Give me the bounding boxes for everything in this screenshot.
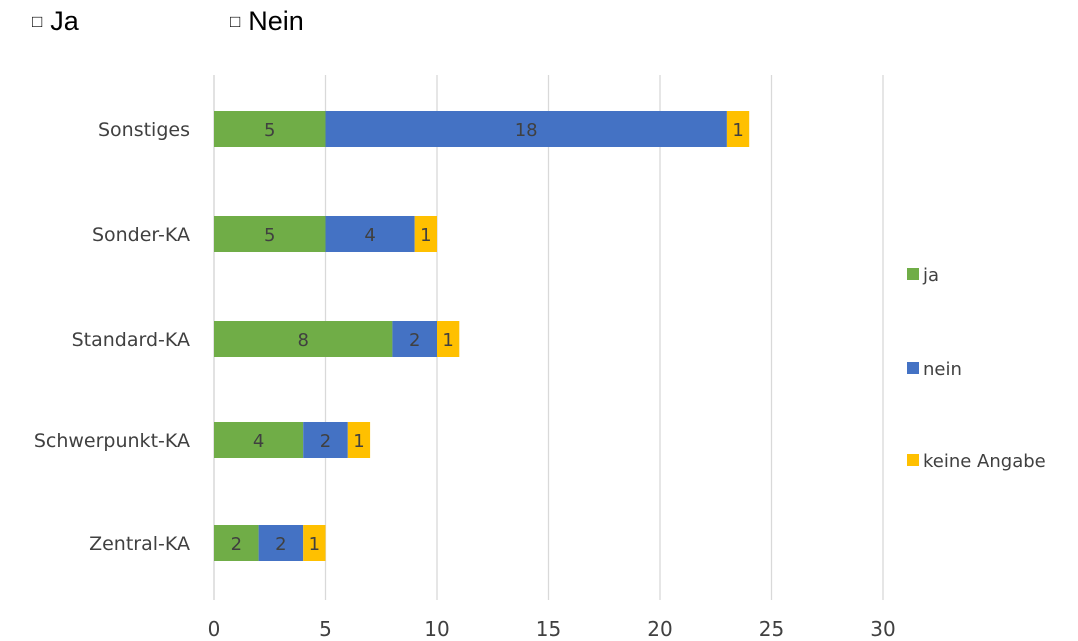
category-label: Sonstiges — [98, 119, 190, 141]
option-nein-label: Nein — [248, 6, 304, 36]
x-tick-label: 5 — [319, 617, 332, 641]
x-tick-label: 25 — [759, 617, 784, 641]
legend: ja nein keine Angabe — [907, 265, 1046, 472]
data-label: 8 — [297, 330, 308, 351]
legend-swatch — [907, 362, 919, 374]
data-label: 5 — [264, 120, 275, 141]
bar-nein-zentral-ka — [258, 525, 304, 561]
option-ja-label: Ja — [50, 6, 79, 36]
data-label: 1 — [442, 330, 453, 351]
category-label: Schwerpunkt-KA — [34, 430, 190, 452]
category-label: Zentral-KA — [89, 533, 190, 555]
legend-label: keine Angabe — [923, 451, 1046, 472]
checkbox-icon[interactable]: □ — [230, 12, 241, 31]
bar-nein-schwerpunkt-ka — [303, 422, 348, 458]
bar-keine-Angabe-standard-ka — [437, 321, 460, 357]
x-tick-label: 30 — [870, 617, 895, 641]
checkbox-icon[interactable]: □ — [32, 12, 43, 31]
bar-ja-standard-ka — [214, 321, 393, 357]
data-label: 18 — [515, 120, 538, 141]
legend-label: ja — [922, 265, 939, 286]
bar-ja-zentral-ka — [214, 525, 259, 561]
x-tick-label: 0 — [208, 617, 221, 641]
bar-nein-sonstiges — [325, 111, 727, 147]
data-label: 1 — [353, 431, 364, 452]
data-label: 4 — [253, 431, 264, 452]
bar-keine-Angabe-zentral-ka — [303, 525, 326, 561]
data-label: 2 — [231, 534, 242, 555]
data-label: 4 — [364, 225, 375, 246]
legend-swatch — [907, 268, 919, 280]
bar-nein-sonder-ka — [325, 216, 415, 252]
gridlines — [213, 75, 884, 600]
data-label: 5 — [264, 225, 275, 246]
x-tick-label: 10 — [424, 617, 449, 641]
x-tick-labels: 0 5 10 15 20 25 30 — [208, 617, 896, 641]
option-ja[interactable]: □ Ja — [32, 6, 79, 37]
answer-options: □ Ja □ Nein — [0, 0, 1078, 50]
legend-label: nein — [923, 359, 962, 380]
legend-swatch — [907, 454, 919, 466]
bar-keine-Angabe-schwerpunkt-ka — [347, 422, 371, 458]
bars — [214, 111, 750, 561]
category-labels: Sonstiges Sonder-KA Standard-KA Schwerpunkt… — [34, 119, 190, 555]
data-label: 1 — [732, 120, 743, 141]
bar-ja-sonstiges — [214, 111, 326, 147]
data-label: 2 — [320, 431, 331, 452]
category-label: Standard-KA — [72, 329, 190, 351]
bar-ja-sonder-ka — [214, 216, 326, 252]
data-labels: 5 18 15 4 18 2 14 2 12 2 1 — [231, 120, 744, 555]
category-label: Sonder-KA — [92, 224, 190, 246]
bar-keine-Angabe-sonstiges — [726, 111, 750, 147]
bar-keine-Angabe-sonder-ka — [414, 216, 437, 252]
bar-nein-standard-ka — [392, 321, 437, 357]
data-label: 2 — [275, 534, 286, 555]
x-tick-label: 15 — [536, 617, 561, 641]
data-label: 1 — [309, 534, 320, 555]
data-label: 1 — [420, 225, 431, 246]
x-tick-label: 20 — [647, 617, 672, 641]
option-nein[interactable]: □ Nein — [230, 6, 304, 37]
bar-ja-schwerpunkt-ka — [214, 422, 304, 458]
data-label: 2 — [409, 330, 420, 351]
